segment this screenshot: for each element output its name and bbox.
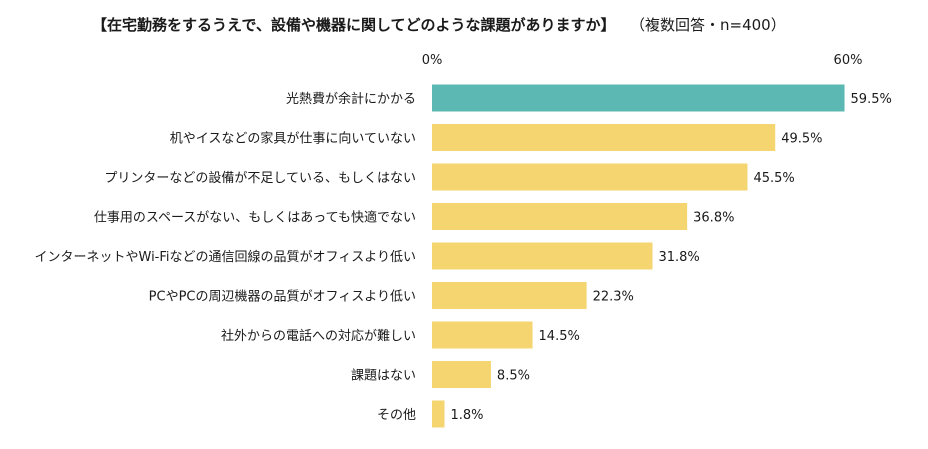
bar (432, 163, 748, 191)
data-label: 49.5% (781, 132, 822, 147)
data-label: 59.5% (851, 92, 892, 107)
axis-ticks: 0% 60% (422, 53, 863, 68)
category-label: PCやPCの周辺機器の品質がオフィスより低い (149, 290, 416, 305)
bar (432, 361, 491, 388)
category-label: 仕事用のスペースがない、もしくはあっても快適でない (94, 210, 416, 226)
bars (432, 84, 845, 428)
bar (432, 124, 776, 151)
bar (432, 84, 845, 112)
x-tick-label: 60% (834, 53, 863, 68)
bar (432, 400, 445, 428)
data-label: 14.5% (539, 329, 580, 344)
category-label: 社外からの電話への対応が難しい (221, 328, 416, 344)
category-label: 机やイスなどの家具が仕事に向いていない (170, 131, 416, 147)
chart-subtitle: （複数回答・n=400） (630, 16, 786, 34)
bar (432, 203, 688, 230)
data-label: 8.5% (497, 369, 530, 384)
category-label: その他 (377, 408, 416, 423)
data-label: 31.8% (658, 250, 699, 265)
bar (432, 321, 533, 349)
data-label: 1.8% (450, 408, 483, 423)
data-label: 45.5% (753, 171, 794, 186)
category-label: 光熱費が余計にかかる (286, 91, 416, 107)
category-label: プリンターなどの設備が不足している、もしくはない (104, 170, 416, 186)
chart-title: 【在宅勤務をするうえで、設備や機器に関してどのような課題がありますか】 (92, 16, 616, 34)
bar (432, 242, 653, 270)
bar (432, 282, 587, 309)
data-label: 36.8% (693, 211, 734, 226)
data-label: 22.3% (593, 290, 634, 305)
value-labels: 59.5% 49.5% 45.5% 36.8% 31.8% 22.3% 14.5% 8.5% 1… (450, 92, 891, 423)
x-tick-label: 0% (422, 53, 443, 68)
category-labels: 光熱費が余計にかかる机やイスなどの家具が仕事に向いていないプリンターなどの設備が… (35, 91, 417, 423)
category-label: 課題はない (351, 368, 416, 384)
category-label: インターネットやWi-Fiなどの通信回線の品質がオフィスより低い (35, 249, 417, 265)
